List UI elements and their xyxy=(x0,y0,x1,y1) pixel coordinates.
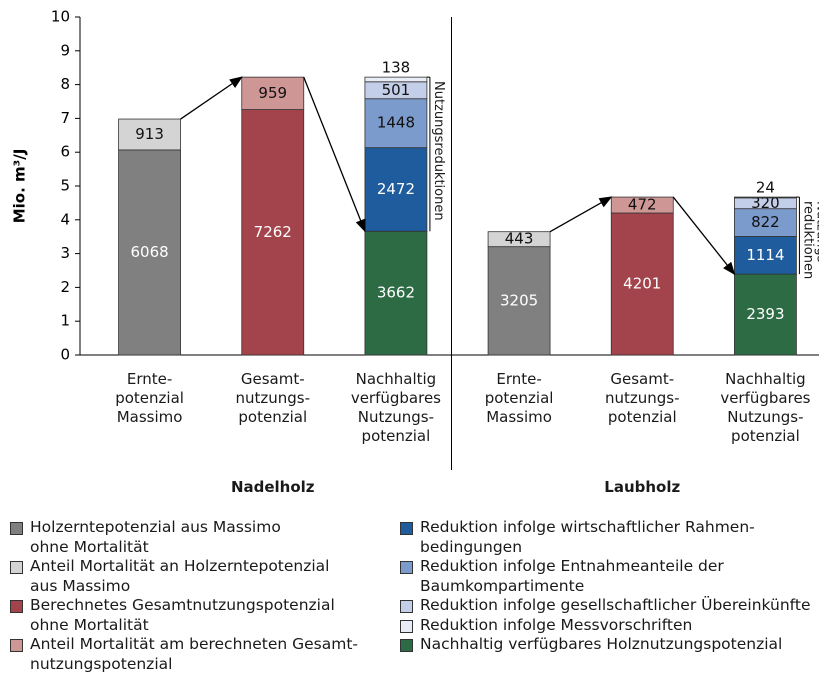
y-tick-label: 8 xyxy=(60,75,70,93)
x-tick-label: Ernte- potenzial Massimo xyxy=(115,370,184,426)
value-label: 138 xyxy=(382,59,411,77)
legend-swatch xyxy=(400,619,413,633)
y-tick-label: 2 xyxy=(60,278,70,296)
legend-item: Reduktion infolge wirtschaftlicher Rahme… xyxy=(400,518,819,557)
y-tick-label: 3 xyxy=(60,244,70,262)
legend-label: Nachhaltig verfügbares Holznutzungspoten… xyxy=(420,635,783,653)
value-label: 443 xyxy=(505,230,534,248)
bar-segment xyxy=(610,212,674,356)
y-tick-label: 1 xyxy=(60,312,70,330)
bar-segment xyxy=(734,196,797,199)
annotation: Nutzungs- reduktionen xyxy=(800,201,819,280)
legend-item: Anteil Mortalität am berechneten Gesamt-… xyxy=(10,635,358,674)
group-label: Laubholz xyxy=(604,478,681,496)
bar-segment xyxy=(734,273,797,356)
value-label: 320 xyxy=(751,194,780,212)
bar-segment xyxy=(364,147,428,232)
legend-label: Anteil Mortalität an Holzerntepotenzial … xyxy=(30,557,330,595)
value-label: 1114 xyxy=(746,246,784,264)
legend-swatch xyxy=(400,522,413,535)
legend-item: Reduktion infolge Messvorschriften xyxy=(400,616,819,636)
value-label: 959 xyxy=(258,84,287,102)
bar-segment xyxy=(118,118,181,151)
bar-segment xyxy=(487,231,551,248)
value-label: 24 xyxy=(756,179,775,197)
legend-label: Reduktion infolge Entnahmeanteile der Ba… xyxy=(420,557,724,595)
bar-segment xyxy=(364,230,428,356)
legend-item: Berechnetes Gesamtnutzungspotenzial ohne… xyxy=(10,596,358,635)
value-label: 3662 xyxy=(377,284,415,302)
arrow xyxy=(303,76,366,233)
legend-label: Reduktion infolge wirtschaftlicher Rahme… xyxy=(420,518,755,556)
value-label: 472 xyxy=(628,196,657,214)
value-label: 2393 xyxy=(746,305,784,323)
value-label: 6068 xyxy=(130,243,168,261)
x-tick-label: Nachhaltig verfügbares Nutzungs- potenzi… xyxy=(720,370,811,445)
legend-swatch xyxy=(10,561,23,574)
legend-label: Holzerntepotenzial aus Massimo ohne Mort… xyxy=(30,518,281,556)
y-tick-label: 10 xyxy=(51,8,70,26)
y-axis-label: Mio. m³/J xyxy=(11,149,29,224)
bar-segment xyxy=(364,98,428,149)
y-tick-label: 0 xyxy=(60,346,70,364)
legend: Reduktion infolge wirtschaftlicher Rahme… xyxy=(400,518,819,655)
legend-item: Anteil Mortalität an Holzerntepotenzial … xyxy=(10,557,358,596)
legend-swatch xyxy=(10,639,23,652)
arrow xyxy=(549,196,613,233)
legend-swatch xyxy=(10,522,23,535)
legend-label: Reduktion infolge gesellschaftlicher Übe… xyxy=(420,596,811,614)
bar-segment xyxy=(364,76,428,83)
legend-swatch xyxy=(400,639,413,652)
legend-label: Anteil Mortalität am berechneten Gesamt-… xyxy=(30,635,359,673)
y-tick-label: 6 xyxy=(60,143,70,161)
legend-item: Nachhaltig verfügbares Holznutzungspoten… xyxy=(400,635,819,655)
bar-segment xyxy=(241,76,305,110)
value-label: 501 xyxy=(382,81,411,99)
value-label: 1448 xyxy=(377,114,415,132)
x-tick-label: Gesamt- nutzungs- potenzial xyxy=(604,370,680,426)
value-label: 4201 xyxy=(623,275,661,293)
annotation: Nutzungsreduktionen xyxy=(430,81,446,221)
x-tick-label: Ernte- potenzial Massimo xyxy=(484,370,554,426)
arrow xyxy=(672,196,736,276)
legend-label: Berechnetes Gesamtnutzungspotenzial ohne… xyxy=(30,596,335,634)
value-label: 7262 xyxy=(254,223,292,241)
value-label: 822 xyxy=(751,213,780,231)
value-label: 913 xyxy=(135,125,164,143)
x-tick-label: Gesamt- nutzungs- potenzial xyxy=(235,370,311,426)
legend-swatch xyxy=(400,600,413,613)
x-tick-label: Nachhaltig verfügbares Nutzungs- potenzi… xyxy=(350,370,441,445)
y-tick-label: 5 xyxy=(60,177,70,195)
bar-segment xyxy=(734,236,797,275)
legend-item: Reduktion infolge Entnahmeanteile der Ba… xyxy=(400,557,819,596)
value-label: 2472 xyxy=(377,180,415,198)
arrow xyxy=(180,76,243,120)
y-tick-label: 9 xyxy=(60,41,70,59)
value-label: 3205 xyxy=(500,291,538,309)
y-tick-label: 4 xyxy=(60,210,70,228)
bar-segment xyxy=(734,208,797,237)
legend-item: Holzerntepotenzial aus Massimo ohne Mort… xyxy=(10,518,358,557)
legend-swatch xyxy=(400,561,413,574)
bar-segment xyxy=(241,109,305,356)
group-label: Nadelholz xyxy=(230,478,315,496)
legend-swatch xyxy=(10,600,23,613)
legend-item: Reduktion infolge gesellschaftlicher Übe… xyxy=(400,596,819,616)
y-tick-label: 7 xyxy=(60,109,70,127)
legend-label: Reduktion infolge Messvorschriften xyxy=(420,615,693,634)
legend: Holzerntepotenzial aus Massimo ohne Mort… xyxy=(10,518,358,674)
